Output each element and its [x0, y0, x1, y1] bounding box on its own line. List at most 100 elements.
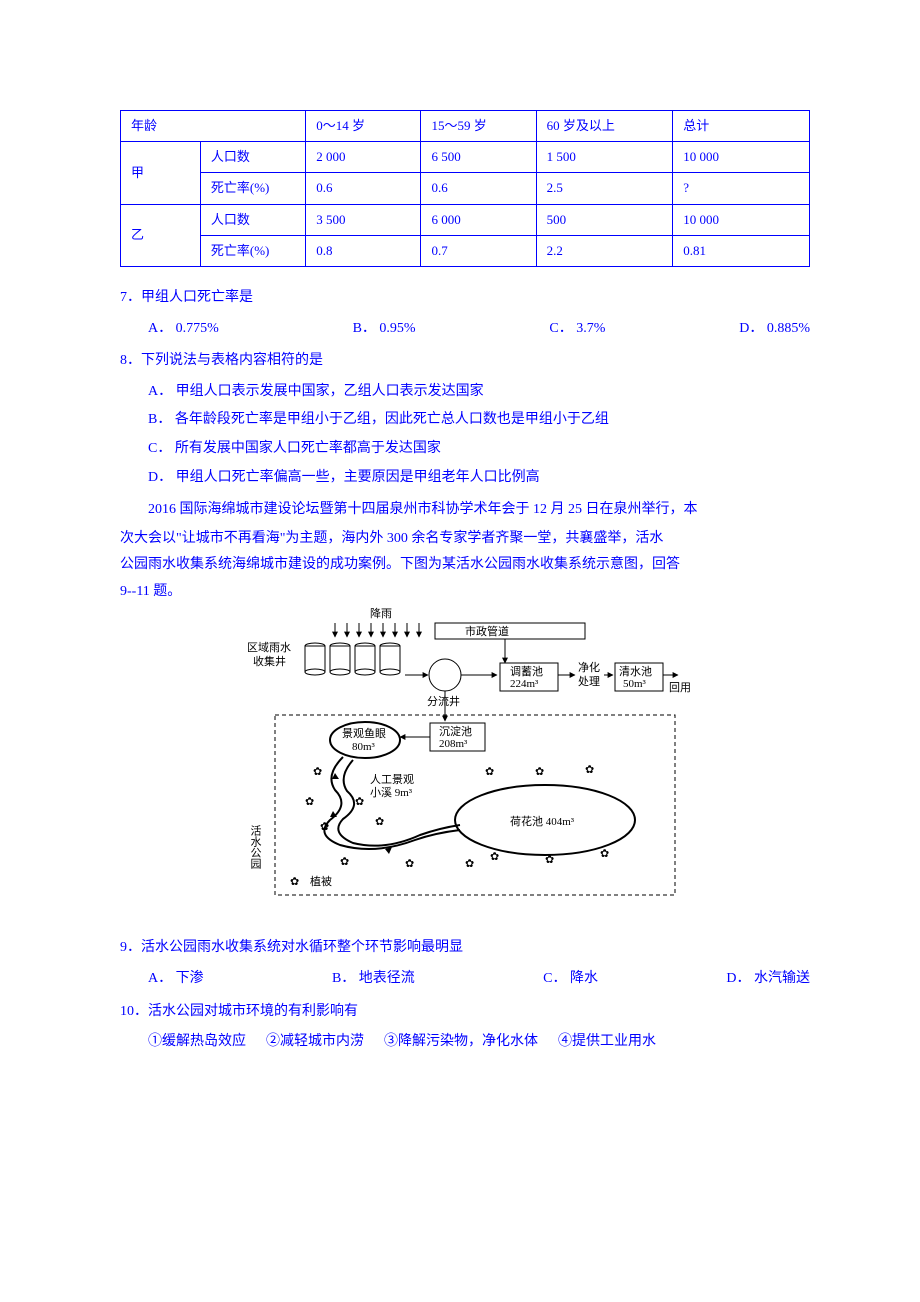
- pipe-box: [435, 623, 585, 639]
- table-row: 甲 人口数 2 000 6 500 1 500 10 000: [121, 142, 810, 173]
- q9-options: A． 下渗 B． 地表径流 C． 降水 D． 水汽输送: [120, 966, 810, 993]
- row-label: 人口数: [200, 142, 305, 173]
- pipe-label: 市政管道: [465, 624, 509, 638]
- cell: 1 500: [536, 142, 673, 173]
- purify-label-1: 净化: [578, 660, 600, 674]
- veg-glyph-legend: ✿: [290, 876, 299, 888]
- svg-text:✿: ✿: [313, 766, 322, 778]
- table-row: 死亡率(%) 0.6 0.6 2.5 ?: [121, 173, 810, 204]
- rain-label: 降雨: [370, 606, 392, 620]
- svg-text:✿: ✿: [305, 796, 314, 808]
- q7-opt-c: C． 3.7%: [549, 316, 605, 343]
- regulating-pond-vol: 224m³: [510, 678, 539, 690]
- q10-stem: 10．活水公园对城市环境的有利影响有: [120, 999, 810, 1026]
- th-0-14: 0～14 岁: [306, 111, 421, 142]
- svg-text:✿: ✿: [405, 858, 414, 870]
- svg-text:✿: ✿: [340, 856, 349, 868]
- passage-line-4: 9--11 题。: [120, 579, 810, 606]
- rainwater-diagram: 降雨 市政管道 区域雨水 收集井: [235, 605, 695, 905]
- q8-stem: 8．下列说法与表格内容相符的是: [120, 348, 810, 375]
- cell: 0.8: [306, 235, 421, 266]
- q10-opt-1: ①缓解热岛效应: [148, 1029, 246, 1056]
- veg-legend-label: 植被: [310, 874, 332, 888]
- th-total: 总计: [673, 111, 810, 142]
- splitter-icon: [429, 659, 461, 691]
- q8-opt-a: A． 甲组人口表示发展中国家，乙组人口表示发达国家: [120, 379, 810, 406]
- cell: 3 500: [306, 204, 421, 235]
- q8-opt-d: D． 甲组人口死亡率偏高一些，主要原因是甲组老年人口比例高: [120, 465, 810, 492]
- passage-line-1: 2016 国际海绵城市建设论坛暨第十四届泉州市科协学术年会于 12 月 25 日…: [120, 497, 810, 524]
- cell: 500: [536, 204, 673, 235]
- table-header-row: 年龄 0～14 岁 15～59 岁 60 岁及以上 总计: [121, 111, 810, 142]
- cell: 6 500: [421, 142, 536, 173]
- collector-label-1: 区域雨水: [247, 641, 291, 654]
- cell: 0.81: [673, 235, 810, 266]
- row-label: 死亡率(%): [200, 173, 305, 204]
- q7-opt-a: A． 0.775%: [148, 316, 219, 343]
- lotus-label: 荷花池 404m³: [510, 815, 575, 828]
- cell: 0.6: [421, 173, 536, 204]
- purify-label-2: 处理: [578, 675, 600, 688]
- th-60plus: 60 岁及以上: [536, 111, 673, 142]
- svg-text:✿: ✿: [355, 796, 364, 808]
- table-row: 死亡率(%) 0.8 0.7 2.2 0.81: [121, 235, 810, 266]
- svg-text:✿: ✿: [600, 848, 609, 860]
- svg-text:✿: ✿: [375, 816, 384, 828]
- group-yi: 乙: [121, 204, 201, 266]
- cell: 6 000: [421, 204, 536, 235]
- splitter-label: 分流井: [427, 694, 460, 708]
- cell: 0.6: [306, 173, 421, 204]
- q9-opt-c: C． 降水: [543, 966, 598, 993]
- clean-pond-label: 清水池: [619, 665, 652, 678]
- q7-opt-b: B． 0.95%: [353, 316, 416, 343]
- regulating-pond-label: 调蓄池: [510, 665, 543, 678]
- park-label: 活水公园: [249, 825, 262, 870]
- q8-opt-b: B． 各年龄段死亡率是甲组小于乙组，因此死亡总人口数也是甲组小于乙组: [120, 407, 810, 434]
- q7-options: A． 0.775% B． 0.95% C． 3.7% D． 0.885%: [120, 316, 810, 343]
- svg-text:✿: ✿: [585, 764, 594, 776]
- stream-label-2: 小溪 9m³: [370, 786, 413, 799]
- cell: 0.7: [421, 235, 536, 266]
- svg-text:✿: ✿: [485, 766, 494, 778]
- th-age: 年龄: [121, 111, 306, 142]
- cell: ?: [673, 173, 810, 204]
- q7-opt-d: D． 0.885%: [739, 316, 810, 343]
- svg-text:✿: ✿: [490, 851, 499, 863]
- th-15-59: 15～59 岁: [421, 111, 536, 142]
- passage-line-3: 公园雨水收集系统海绵城市建设的成功案例。下图为某活水公园雨水收集系统示意图，回答: [120, 552, 810, 579]
- fishpool-label: 景观鱼眼: [342, 726, 386, 740]
- cell: 2.2: [536, 235, 673, 266]
- sediment-vol: 208m³: [439, 738, 468, 750]
- q10-options: ①缓解热岛效应 ②减轻城市内涝 ③降解污染物，净化水体 ④提供工业用水: [120, 1029, 810, 1056]
- q8-opt-c: C． 所有发展中国家人口死亡率都高于发达国家: [120, 436, 810, 463]
- svg-text:✿: ✿: [320, 821, 329, 833]
- q9-opt-a: A． 下渗: [148, 966, 204, 993]
- q7-stem: 7．甲组人口死亡率是: [120, 285, 810, 312]
- q10-opt-2: ②减轻城市内涝: [266, 1029, 364, 1056]
- rain-arrows-icon: [335, 623, 419, 637]
- collector-wells-icon: [305, 643, 400, 675]
- svg-text:✿: ✿: [535, 766, 544, 778]
- population-table: 年龄 0～14 岁 15～59 岁 60 岁及以上 总计 甲 人口数 2 000…: [120, 110, 810, 267]
- q10-opt-4: ④提供工业用水: [558, 1029, 656, 1056]
- q9-opt-b: B． 地表径流: [332, 966, 415, 993]
- collector-label-2: 收集井: [253, 654, 286, 668]
- sediment-label: 沉淀池: [439, 724, 472, 738]
- clean-pond-vol: 50m³: [623, 678, 647, 690]
- passage-line-2: 次大会以"让城市不再看海"为主题，海内外 300 余名专家学者齐聚一堂，共襄盛举…: [120, 526, 810, 553]
- cell: 2 000: [306, 142, 421, 173]
- svg-text:✿: ✿: [465, 858, 474, 870]
- q9-opt-d: D． 水汽输送: [726, 966, 810, 993]
- cell: 2.5: [536, 173, 673, 204]
- table-row: 乙 人口数 3 500 6 000 500 10 000: [121, 204, 810, 235]
- cell: 10 000: [673, 142, 810, 173]
- fishpool-vol: 80m³: [352, 741, 376, 753]
- reuse-label: 回用: [669, 681, 691, 694]
- stream-label-1: 人工景观: [370, 773, 414, 786]
- q10-opt-3: ③降解污染物，净化水体: [384, 1029, 538, 1056]
- row-label: 死亡率(%): [200, 235, 305, 266]
- cell: 10 000: [673, 204, 810, 235]
- group-jia: 甲: [121, 142, 201, 204]
- q9-stem: 9．活水公园雨水收集系统对水循环整个环节影响最明显: [120, 935, 810, 962]
- row-label: 人口数: [200, 204, 305, 235]
